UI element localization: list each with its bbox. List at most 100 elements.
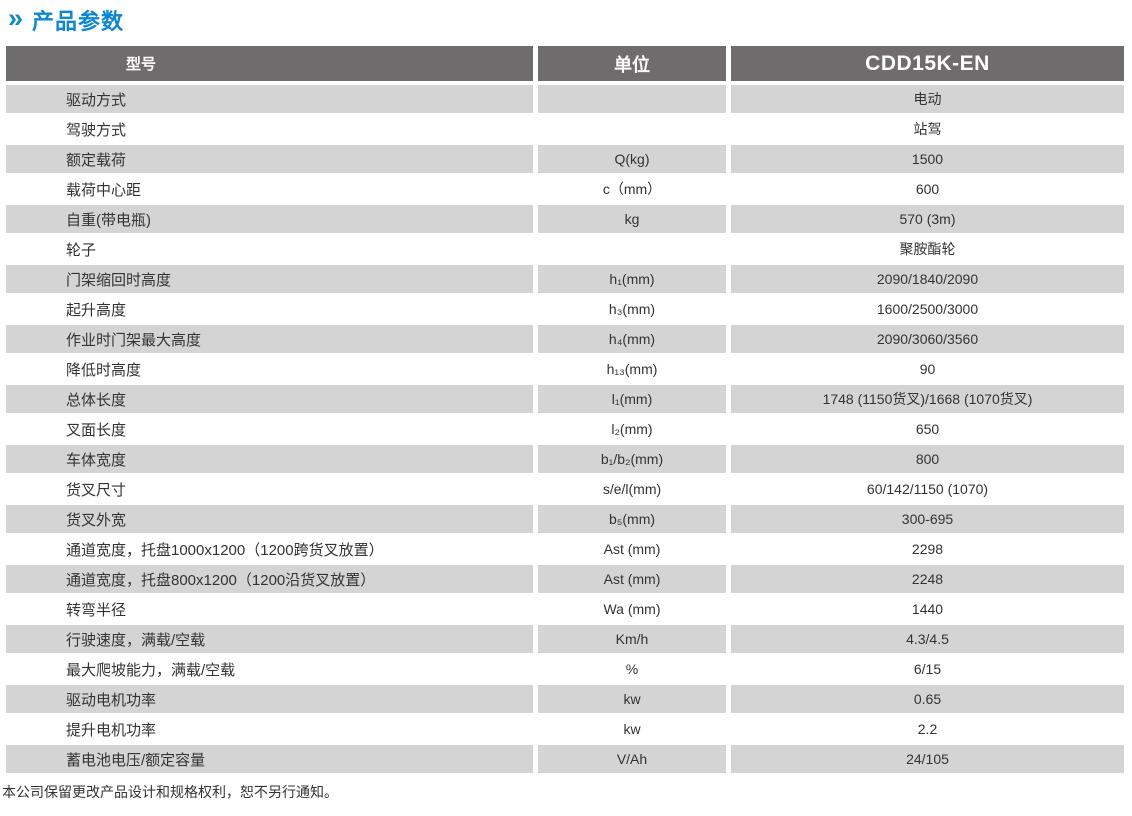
row-unit: Ast (mm) [538,565,726,593]
row-label: 最大爬坡能力，满载/空载 [6,655,533,683]
row-label: 轮子 [6,235,533,263]
table-row: 最大爬坡能力，满载/空载 % 6/15 [6,655,1124,683]
row-value: 4.3/4.5 [731,625,1124,653]
footer-note: 本公司保留更改产品设计和规格权利，恕不另行通知。 [2,784,338,800]
row-value: 电动 [731,85,1124,113]
row-unit: Wa (mm) [538,595,726,623]
row-label: 货叉尺寸 [6,475,533,503]
table-row: 驾驶方式 站驾 [6,115,1124,143]
row-value: 600 [731,175,1124,203]
row-label: 降低时高度 [6,355,533,383]
table-row: 叉面长度 l₂(mm) 650 [6,415,1124,443]
table-row: 提升电机功率 kw 2.2 [6,715,1124,743]
table-row: 通道宽度，托盘1000x1200（1200跨货叉放置） Ast (mm) 229… [6,535,1124,563]
table-row: 作业时门架最大高度 h₄(mm) 2090/3060/3560 [6,325,1124,353]
row-value: 2.2 [731,715,1124,743]
row-label: 提升电机功率 [6,715,533,743]
row-label: 起升高度 [6,295,533,323]
row-unit: kw [538,685,726,713]
table-row: 自重(带电瓶) kg 570 (3m) [6,205,1124,233]
row-label: 叉面长度 [6,415,533,443]
table-row: 总体长度 l₁(mm) 1748 (1150货叉)/1668 (1070货叉) [6,385,1124,413]
table-row: 货叉尺寸 s/e/l(mm) 60/142/1150 (1070) [6,475,1124,503]
table-row: 降低时高度 h₁₃(mm) 90 [6,355,1124,383]
table-row: 蓄电池电压/额定容量 V/Ah 24/105 [6,745,1124,773]
row-value: 2090/1840/2090 [731,265,1124,293]
table-row: 载荷中心距 c（mm） 600 [6,175,1124,203]
row-label: 总体长度 [6,385,533,413]
row-label: 作业时门架最大高度 [6,325,533,353]
table-row: 行驶速度，满载/空载 Km/h 4.3/4.5 [6,625,1124,653]
row-value: 1748 (1150货叉)/1668 (1070货叉) [731,385,1124,413]
row-value: 0.65 [731,685,1124,713]
row-label: 自重(带电瓶) [6,205,533,233]
row-label: 驱动电机功率 [6,685,533,713]
row-unit: Ast (mm) [538,535,726,563]
row-value: 650 [731,415,1124,443]
page-title: » 产品参数 [8,2,1132,34]
row-value: 800 [731,445,1124,473]
table-row: 门架缩回时高度 h₁(mm) 2090/1840/2090 [6,265,1124,293]
row-unit: V/Ah [538,745,726,773]
row-label: 转弯半径 [6,595,533,623]
table-header-row: 型号 单位 CDD15K-EN [6,46,1124,81]
row-value: 6/15 [731,655,1124,683]
header-cell-product: CDD15K-EN [731,46,1124,81]
row-value: 站驾 [731,115,1124,143]
row-unit: l₁(mm) [538,385,726,413]
row-unit: h₁₃(mm) [538,355,726,383]
table-row: 转弯半径 Wa (mm) 1440 [6,595,1124,623]
row-value: 60/142/1150 (1070) [731,475,1124,503]
row-label: 载荷中心距 [6,175,533,203]
table-row: 轮子 聚胺酯轮 [6,235,1124,263]
spec-table: 型号 单位 CDD15K-EN 驱动方式 电动 驾驶方式 站驾 额定载荷 Q(k… [6,46,1124,773]
row-label: 通道宽度，托盘800x1200（1200沿货叉放置） [6,565,533,593]
row-unit [538,85,726,113]
row-label: 驾驶方式 [6,115,533,143]
row-unit: b₁/b₂(mm) [538,445,726,473]
table-row: 驱动电机功率 kw 0.65 [6,685,1124,713]
row-label: 门架缩回时高度 [6,265,533,293]
page-title-text: 产品参数 [32,9,125,34]
row-unit: kg [538,205,726,233]
row-unit: b₅(mm) [538,505,726,533]
row-value: 2298 [731,535,1124,563]
row-unit [538,115,726,143]
header-cell-model: 型号 [6,46,533,81]
row-value: 300-695 [731,505,1124,533]
row-label: 驱动方式 [6,85,533,113]
table-row: 货叉外宽 b₅(mm) 300-695 [6,505,1124,533]
table-row: 车体宽度 b₁/b₂(mm) 800 [6,445,1124,473]
row-value: 570 (3m) [731,205,1124,233]
row-value: 1600/2500/3000 [731,295,1124,323]
row-value: 1440 [731,595,1124,623]
row-unit: h₄(mm) [538,325,726,353]
row-value: 90 [731,355,1124,383]
table-row: 驱动方式 电动 [6,85,1124,113]
row-value: 聚胺酯轮 [731,235,1124,263]
double-chevron-icon: » [8,2,24,33]
row-value: 1500 [731,145,1124,173]
row-label: 货叉外宽 [6,505,533,533]
row-unit: s/e/l(mm) [538,475,726,503]
row-value: 24/105 [731,745,1124,773]
header-cell-unit: 单位 [538,46,726,81]
row-unit: Km/h [538,625,726,653]
row-unit: l₂(mm) [538,415,726,443]
row-label: 车体宽度 [6,445,533,473]
table-row: 额定载荷 Q(kg) 1500 [6,145,1124,173]
row-label: 行驶速度，满载/空载 [6,625,533,653]
row-unit: % [538,655,726,683]
row-label: 额定载荷 [6,145,533,173]
row-unit: Q(kg) [538,145,726,173]
row-unit: h₃(mm) [538,295,726,323]
row-unit: kw [538,715,726,743]
table-row: 起升高度 h₃(mm) 1600/2500/3000 [6,295,1124,323]
row-unit: h₁(mm) [538,265,726,293]
row-unit: c（mm） [538,175,726,203]
row-value: 2248 [731,565,1124,593]
row-unit [538,235,726,263]
row-label: 通道宽度，托盘1000x1200（1200跨货叉放置） [6,535,533,563]
table-row: 通道宽度，托盘800x1200（1200沿货叉放置） Ast (mm) 2248 [6,565,1124,593]
row-value: 2090/3060/3560 [731,325,1124,353]
